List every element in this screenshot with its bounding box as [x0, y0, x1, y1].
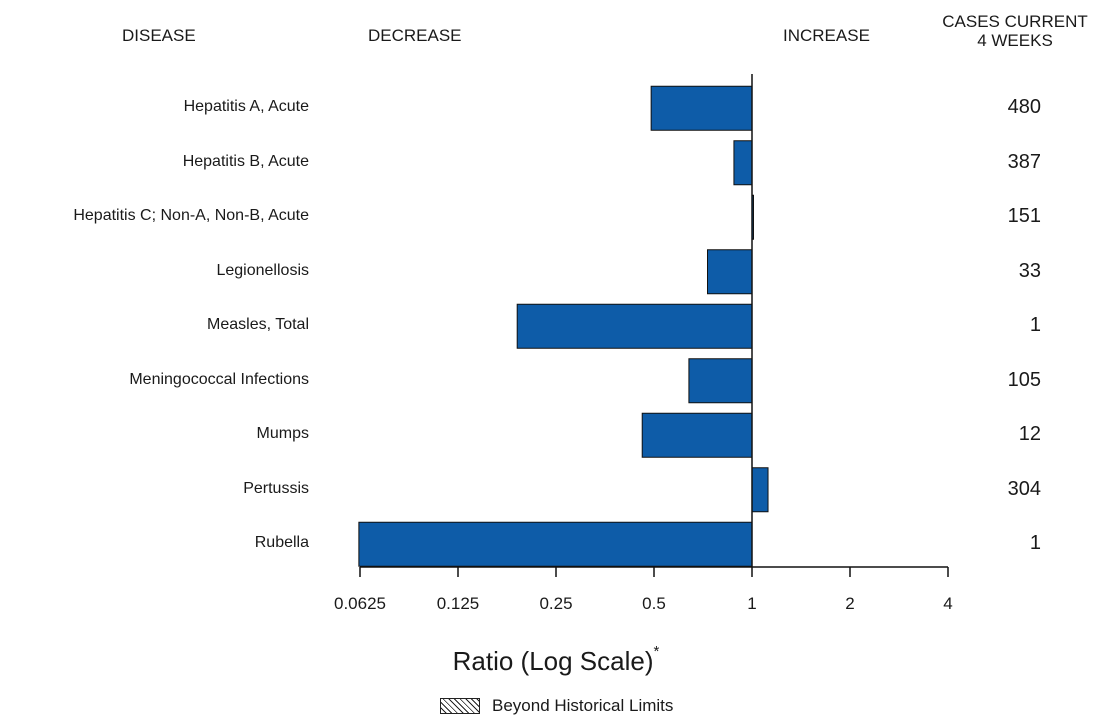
x-tick-label: 0.0625	[334, 594, 386, 613]
disease-label: Hepatitis A, Acute	[183, 98, 309, 116]
bar-8	[751, 467, 769, 513]
bar-6	[688, 358, 753, 404]
bar-7	[641, 412, 753, 458]
bar-5	[516, 303, 753, 349]
bar-9	[358, 521, 753, 567]
disease-label: Hepatitis B, Acute	[182, 152, 309, 170]
x-tick-label: 1	[747, 594, 757, 613]
hatched-swatch-icon	[440, 698, 480, 714]
disease-label: Mumps	[256, 425, 309, 443]
x-tick-label: 4	[943, 594, 953, 613]
x-axis-title-text: Ratio (Log Scale)	[452, 646, 654, 676]
case-count: 12	[1018, 423, 1041, 446]
cases-column-header: CASES CURRENT 4 WEEKS	[920, 12, 1110, 50]
bar-2	[733, 140, 753, 186]
disease-label: Meningococcal Infections	[129, 370, 309, 388]
disease-label: Hepatitis C; Non-A, Non-B, Acute	[73, 207, 309, 225]
x-axis-title: Ratio (Log Scale)*	[0, 643, 1112, 677]
disease-label: Legionellosis	[216, 261, 309, 279]
disease-label: Rubella	[254, 534, 309, 552]
x-tick-label: 2	[845, 594, 855, 613]
case-count: 387	[1007, 150, 1041, 173]
disease-label: Measles, Total	[207, 316, 309, 334]
bar-1	[650, 85, 753, 131]
case-count: 33	[1018, 259, 1041, 282]
case-count: 480	[1007, 96, 1041, 119]
bar-4	[707, 249, 753, 295]
decrease-header: DECREASE	[368, 26, 462, 45]
case-count: 1	[1029, 314, 1041, 337]
x-tick-label: 0.5	[642, 594, 666, 613]
case-count: 304	[1007, 477, 1041, 500]
x-tick-label: 0.25	[539, 594, 573, 613]
disease-label: Pertussis	[243, 479, 309, 497]
case-count: 151	[1007, 205, 1041, 228]
cases-header-line2: 4 WEEKS	[977, 31, 1053, 50]
increase-header: INCREASE	[783, 26, 870, 45]
disease-column-header: DISEASE	[122, 26, 196, 45]
cases-header-line1: CASES CURRENT	[942, 12, 1088, 31]
case-count: 1	[1029, 532, 1041, 555]
legend-label: Beyond Historical Limits	[492, 696, 674, 715]
x-tick-label: 0.125	[436, 594, 480, 613]
case-count: 105	[1007, 368, 1041, 391]
legend: Beyond Historical Limits	[440, 696, 673, 716]
x-axis-title-marker: *	[653, 643, 660, 661]
